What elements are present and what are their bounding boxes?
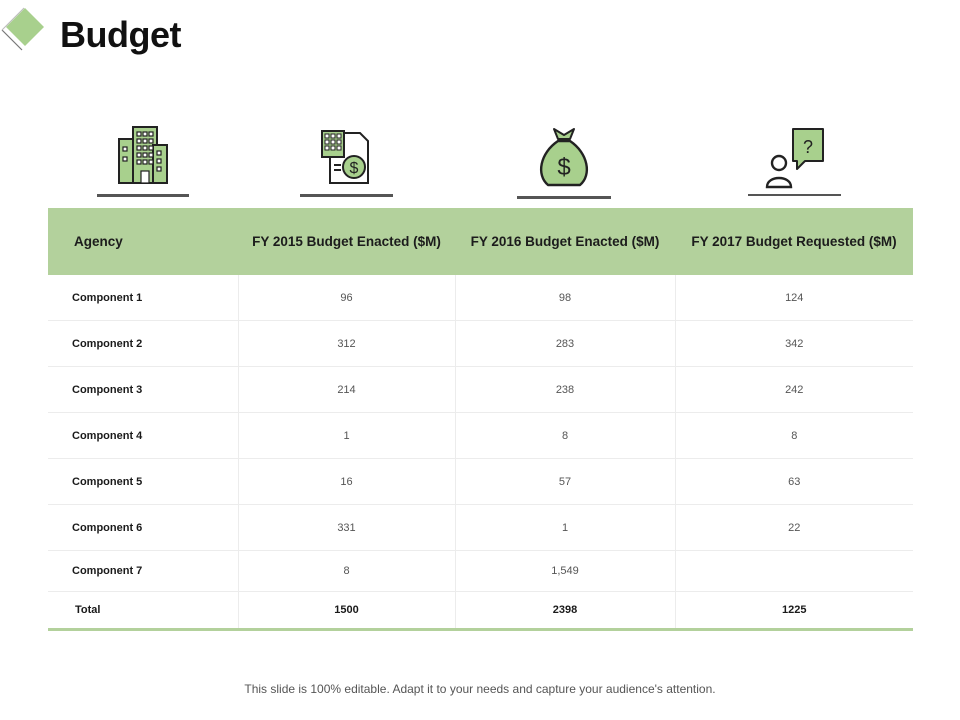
fy2016-cell: 8	[454, 412, 675, 459]
agency-cell: Component 7	[48, 550, 238, 592]
fy2017-cell: 22	[674, 504, 913, 551]
fy2016-cell: 238	[454, 366, 675, 413]
fy2015-cell: 8	[237, 550, 455, 592]
header-fy2016: FY 2016 Budget Enacted ($M)	[455, 208, 675, 275]
total-label: Total	[48, 591, 238, 631]
icon-slot-person-question: ?	[745, 125, 845, 203]
total-fy2016: 2398	[454, 591, 675, 631]
table-row: Component 3 214 238 242	[48, 366, 913, 413]
icon-slot-building	[93, 125, 193, 203]
fy2017-cell	[674, 550, 913, 592]
fy2015-cell: 96	[237, 275, 455, 321]
icon-slot-calculator: $	[296, 125, 396, 203]
icon-underline	[748, 194, 841, 196]
table-row: Component 4 1 8 8	[48, 412, 913, 459]
person-question-icon: ?	[765, 128, 824, 189]
table-row: Component 7 8 1,549	[48, 550, 913, 592]
diamond-logo-icon	[1, 7, 44, 51]
icon-underline	[300, 194, 393, 197]
fy2017-cell: 8	[674, 412, 913, 459]
header-agency: Agency	[48, 208, 238, 275]
fy2015-cell: 214	[237, 366, 455, 413]
icon-underline	[97, 194, 189, 197]
building-icon	[118, 126, 168, 184]
table-header-row: Agency FY 2015 Budget Enacted ($M) FY 20…	[48, 208, 913, 275]
total-fy2015: 1500	[237, 591, 455, 631]
agency-cell: Component 4	[48, 412, 238, 459]
fy2016-cell: 1,549	[454, 550, 675, 592]
fy2016-cell: 98	[454, 275, 675, 321]
agency-cell: Component 1	[48, 275, 238, 321]
fy2017-cell: 124	[674, 275, 913, 321]
fy2015-cell: 16	[237, 458, 455, 505]
fy2017-cell: 342	[674, 320, 913, 367]
header-fy2015: FY 2015 Budget Enacted ($M)	[238, 208, 455, 275]
fy2015-cell: 312	[237, 320, 455, 367]
agency-cell: Component 2	[48, 320, 238, 367]
money-bag-icon: $	[539, 128, 589, 187]
table-row: Component 1 96 98 124	[48, 275, 913, 321]
icon-slot-money-bag: $	[514, 125, 614, 203]
svg-text:$: $	[557, 154, 570, 181]
footer-note: This slide is 100% editable. Adapt it to…	[244, 682, 716, 696]
total-fy2017: 1225	[674, 591, 913, 631]
agency-cell: Component 6	[48, 504, 238, 551]
fy2016-cell: 283	[454, 320, 675, 367]
fy2015-cell: 1	[237, 412, 455, 459]
icon-underline	[517, 196, 611, 199]
svg-text:?: ?	[803, 137, 813, 157]
agency-cell: Component 5	[48, 458, 238, 505]
header-fy2017: FY 2017 Budget Requested ($M)	[675, 208, 913, 275]
calculator-money-icon: $	[321, 130, 369, 184]
fy2015-cell: 331	[237, 504, 455, 551]
table-row: Component 5 16 57 63	[48, 458, 913, 505]
table-row: Component 2 312 283 342	[48, 320, 913, 367]
budget-table: Agency FY 2015 Budget Enacted ($M) FY 20…	[48, 208, 913, 631]
svg-text:$: $	[350, 160, 359, 177]
fy2016-cell: 57	[454, 458, 675, 505]
page-title: Budget	[60, 14, 181, 55]
fy2017-cell: 63	[674, 458, 913, 505]
table-total-row: Total 1500 2398 1225	[48, 591, 913, 631]
fy2016-cell: 1	[454, 504, 675, 551]
table-row: Component 6 331 1 22	[48, 504, 913, 551]
agency-cell: Component 3	[48, 366, 238, 413]
fy2017-cell: 242	[674, 366, 913, 413]
